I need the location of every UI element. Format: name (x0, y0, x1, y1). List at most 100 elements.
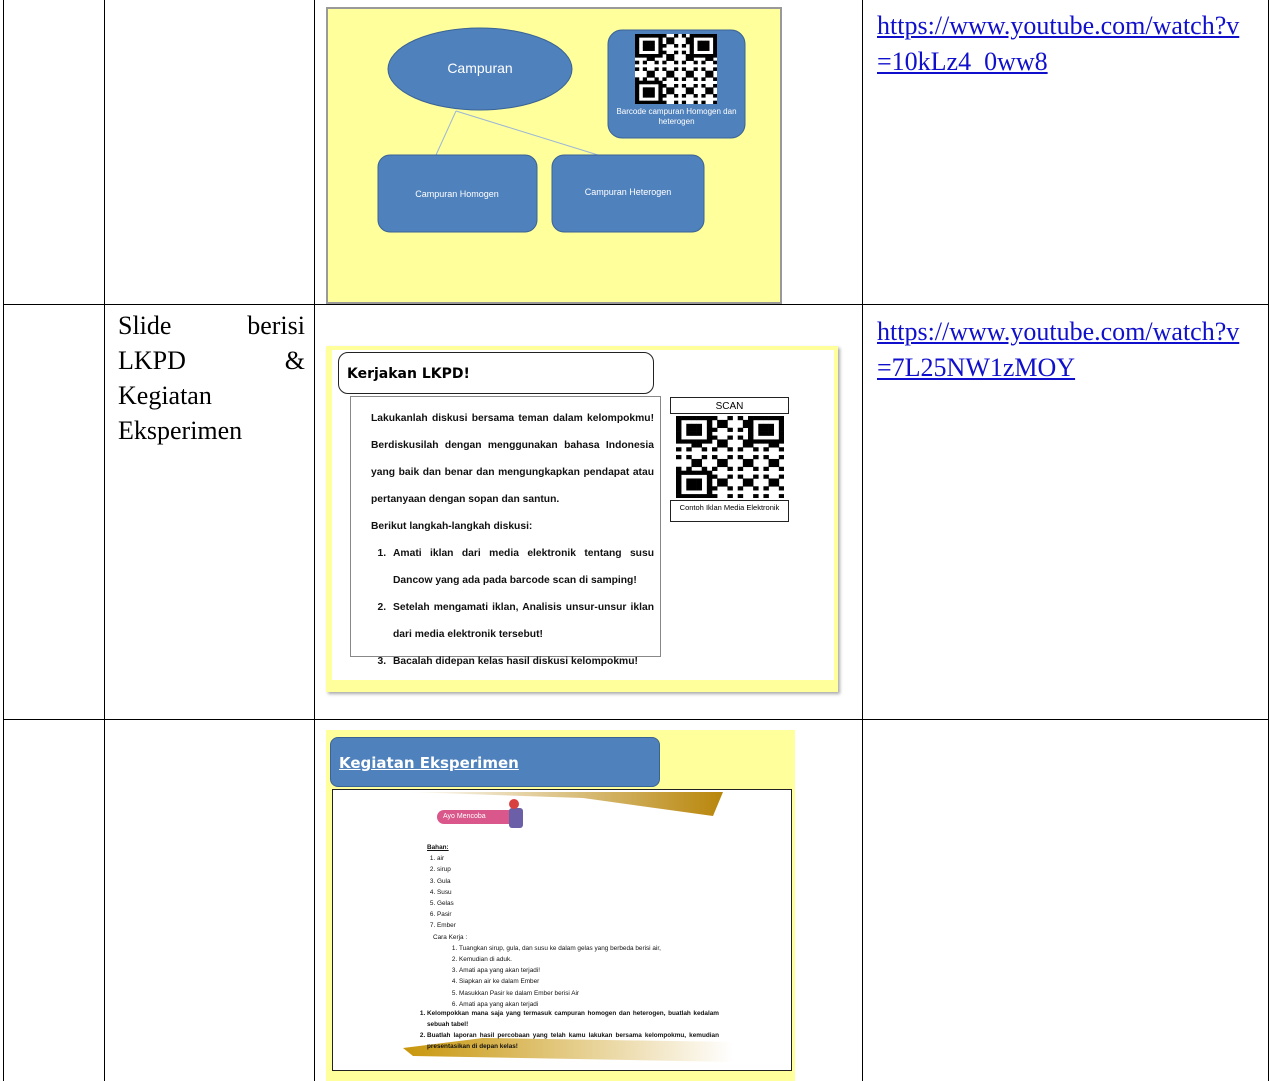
qr-module (697, 54, 702, 58)
qr-module (742, 419, 749, 425)
qr-module (670, 87, 675, 91)
qr-module (705, 57, 710, 61)
qr-module (635, 77, 640, 81)
qr-module (685, 57, 690, 61)
qr-module (658, 94, 663, 98)
qr-module (737, 486, 744, 491)
qr-module (742, 439, 749, 444)
qr-module (654, 54, 659, 58)
tasks: Kelompokkan mana saja yang termasuk camp… (419, 1008, 719, 1052)
qr-module (686, 478, 692, 483)
qr-module (691, 439, 697, 444)
qr-module (713, 34, 717, 38)
qr-module (646, 80, 651, 85)
qr-module (642, 54, 648, 58)
qr-module (638, 54, 644, 58)
qr-module (768, 427, 775, 432)
qr-module (696, 431, 703, 436)
qr-module (701, 54, 706, 58)
qr-module (768, 482, 775, 487)
qr-module (686, 416, 692, 421)
qr-module (696, 458, 703, 464)
qr-module (693, 34, 698, 38)
qr-module (748, 439, 754, 444)
qr-module (778, 494, 784, 498)
qr-module (717, 419, 723, 425)
steps: Amati iklan dari media elektronik tentan… (371, 540, 654, 675)
qr-module (727, 416, 733, 421)
qr-module (691, 470, 697, 475)
qr-module (686, 494, 692, 498)
qr-module (712, 447, 718, 452)
qr-module (674, 44, 679, 48)
slide-heading: Kerjakan LKPD! (338, 352, 654, 394)
qr-module (713, 54, 717, 58)
qr-module (706, 470, 713, 475)
qr-module (674, 60, 679, 65)
procedure-step: Siapkan air ke dalam Ember (459, 976, 727, 987)
qr-module (691, 423, 697, 429)
qr-module (758, 427, 764, 432)
step: Amati iklan dari media elektronik tentan… (389, 540, 654, 594)
qr-module (768, 478, 775, 483)
qr-module (646, 40, 651, 45)
qr-module (742, 478, 749, 483)
qr-module (685, 40, 690, 45)
video-link[interactable]: https://www.youtube.com/watch?v=7L25NW1z… (877, 317, 1240, 382)
qr-module (773, 443, 780, 448)
lkpd-text: Lakukanlah diskusi bersama teman dalam k… (350, 396, 661, 667)
qr-module (763, 416, 769, 421)
qr-module (676, 486, 682, 491)
qr-module (713, 37, 717, 41)
video-link[interactable]: https://www.youtube.com/watch?v=10kLz4_0… (877, 11, 1240, 76)
procedure-step: Masukkan Pasir ke dalam Ember berisi Air (459, 988, 727, 999)
qr-module (693, 60, 698, 65)
qr-module (635, 80, 640, 85)
slide-eksperimen: Kegiatan Eksperimen Ayo Mencoba Bahan: a… (326, 730, 795, 1081)
qr-module (778, 416, 784, 421)
qr-module (646, 57, 651, 61)
qr-module (646, 90, 651, 95)
qr-module (691, 486, 697, 491)
qr-module (768, 443, 775, 448)
material: Gelas (437, 898, 727, 909)
qr-module (748, 435, 754, 440)
qr-module (674, 34, 679, 38)
qr-module (646, 87, 651, 91)
qr-module (666, 87, 671, 91)
qr-module (748, 478, 754, 483)
qr-module (662, 100, 667, 104)
qr-module (635, 54, 640, 58)
qr-module (706, 439, 713, 444)
qr-module (709, 74, 714, 78)
qr-module (713, 100, 717, 104)
qr-module (717, 439, 723, 444)
table-border (1268, 0, 1269, 1081)
qr-module (773, 439, 780, 444)
qr-module (681, 494, 687, 498)
qr-module (701, 40, 706, 45)
qr-module (705, 47, 710, 51)
qr-module (685, 54, 690, 58)
qr-module (686, 486, 692, 491)
qr-module (722, 423, 728, 429)
qr-module (658, 100, 663, 104)
qr-module (768, 458, 775, 464)
qr-module (763, 447, 769, 452)
material: air (437, 853, 727, 864)
qr-module (753, 455, 759, 460)
qr-module (670, 90, 675, 95)
qr-module (701, 84, 706, 88)
qr-module (646, 70, 651, 75)
qr-module (635, 90, 640, 95)
qr-module (778, 419, 784, 425)
qr-module (685, 70, 690, 75)
qr-module (701, 100, 706, 104)
materials: air sirup Gula Susu Gelas Pasir Ember (427, 853, 727, 931)
qr-module (662, 84, 667, 88)
qr-module (646, 47, 651, 51)
qr-code (676, 416, 784, 498)
qr-module (650, 57, 655, 61)
qr-module (650, 54, 655, 58)
qr-module (753, 439, 759, 444)
